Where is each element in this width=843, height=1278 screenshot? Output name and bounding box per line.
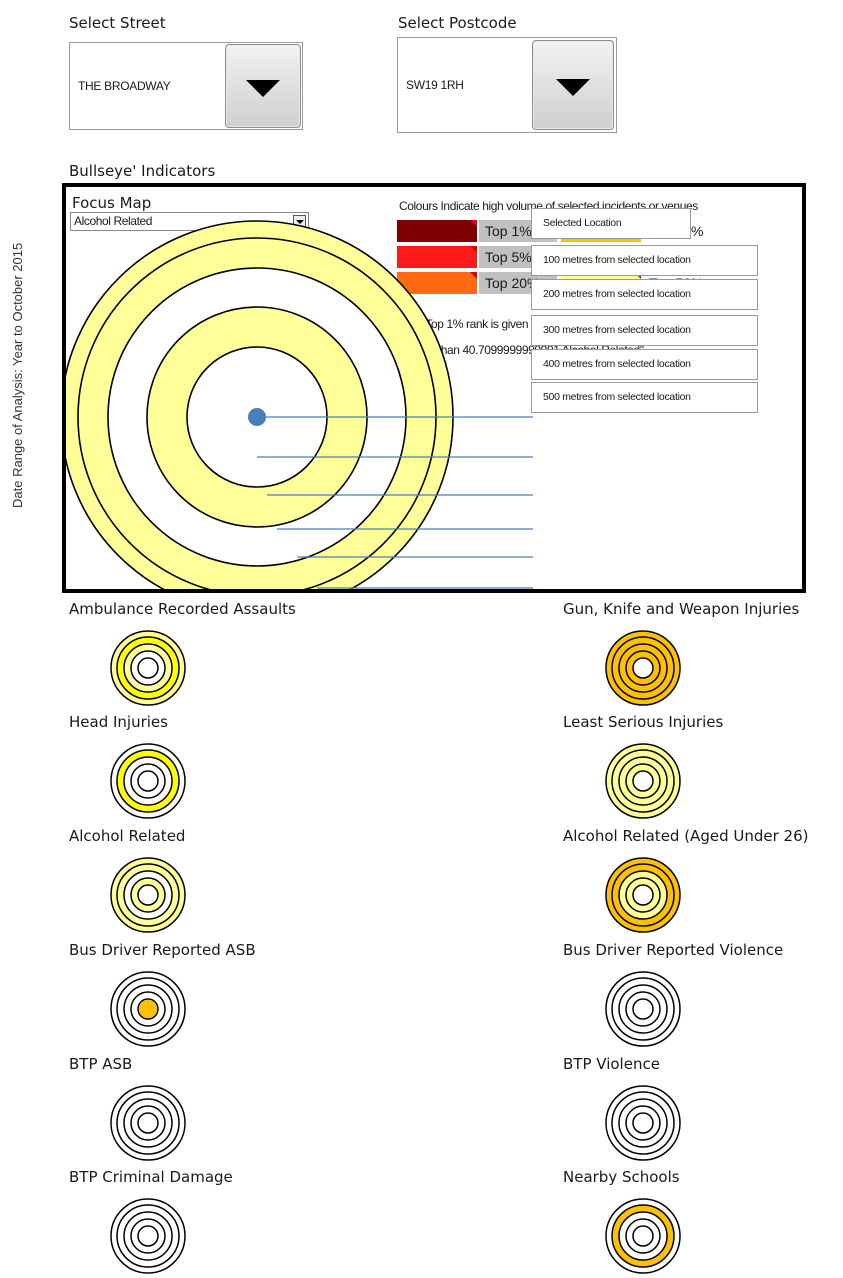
focus-map-panel: Focus Map Alcohol Related Colours Indica… <box>62 183 806 593</box>
indicator-ring <box>632 657 654 679</box>
indicator-title: Alcohol Related (Aged Under 26) <box>563 827 809 845</box>
indicator-title: Head Injuries <box>69 713 168 731</box>
street-dropdown[interactable]: THE BROADWAY <box>69 42 303 130</box>
indicator-title: Least Serious Injuries <box>563 713 724 731</box>
indicator-ring <box>632 884 654 906</box>
legend-swatch <box>397 246 477 268</box>
postcode-dropdown-button[interactable] <box>532 40 614 130</box>
band-distance: 500 metres from selected location <box>531 382 758 413</box>
indicator-ring <box>137 1112 159 1134</box>
indicator-bullseye <box>605 857 681 933</box>
indicator-title: Bus Driver Reported Violence <box>563 941 784 959</box>
indicator-ring <box>137 1225 159 1247</box>
chevron-down-icon <box>246 80 280 98</box>
indicator-centre <box>139 1000 157 1018</box>
indicator-ring <box>137 657 159 679</box>
indicator-bullseye <box>110 1085 186 1161</box>
band-distance: 100 metres from selected location <box>531 245 758 276</box>
focus-map-title: Focus Map <box>72 194 152 212</box>
street-value: THE BROADWAY <box>78 79 171 93</box>
indicator-bullseye <box>110 857 186 933</box>
indicator-title: BTP Criminal Damage <box>69 1168 233 1186</box>
focus-indicator-value: Alcohol Related <box>74 214 153 228</box>
indicator-bullseye <box>110 743 186 819</box>
band-distance: 200 metres from selected location <box>531 279 758 310</box>
selected-location-dot <box>248 408 266 426</box>
indicator-ring <box>632 998 654 1020</box>
chevron-down-icon <box>556 79 590 97</box>
band-distance: 300 metres from selected location <box>531 315 758 346</box>
indicator-ring <box>632 1225 654 1247</box>
date-range-caption: Date Range of Analysis: Year to October … <box>10 242 25 508</box>
indicator-title: Ambulance Recorded Assaults <box>69 600 296 618</box>
street-label: Select Street <box>69 14 166 32</box>
postcode-value: SW19 1RH <box>406 78 464 92</box>
indicator-title: BTP ASB <box>69 1055 133 1073</box>
indicator-ring <box>137 884 159 906</box>
focus-bullseye <box>66 220 533 589</box>
indicator-title: Alcohol Related <box>69 827 186 845</box>
indicator-bullseye <box>605 630 681 706</box>
indicator-bullseye <box>110 630 186 706</box>
indicator-ring <box>632 770 654 792</box>
indicator-bullseye <box>605 1198 681 1274</box>
indicator-title: Bus Driver Reported ASB <box>69 941 256 959</box>
indicator-bullseye <box>110 971 186 1047</box>
legend-swatch <box>397 220 477 242</box>
indicator-ring <box>632 1112 654 1134</box>
indicator-ring <box>137 770 159 792</box>
postcode-label: Select Postcode <box>398 14 517 32</box>
street-dropdown-button[interactable] <box>225 44 301 128</box>
band-distance: 400 metres from selected location <box>531 349 758 380</box>
indicator-bullseye <box>605 743 681 819</box>
legend-swatch <box>397 272 477 294</box>
band-selected-location: Selected Location <box>531 208 691 239</box>
indicator-title: BTP Violence <box>563 1055 660 1073</box>
postcode-dropdown[interactable]: SW19 1RH <box>397 37 617 133</box>
indicator-title: Nearby Schools <box>563 1168 680 1186</box>
indicator-bullseye <box>110 1198 186 1274</box>
indicator-title: Gun, Knife and Weapon Injuries <box>563 600 800 618</box>
bullseye-indicators-heading: Bullseye' Indicators <box>69 162 216 180</box>
indicator-bullseye <box>605 1085 681 1161</box>
indicator-bullseye <box>605 971 681 1047</box>
